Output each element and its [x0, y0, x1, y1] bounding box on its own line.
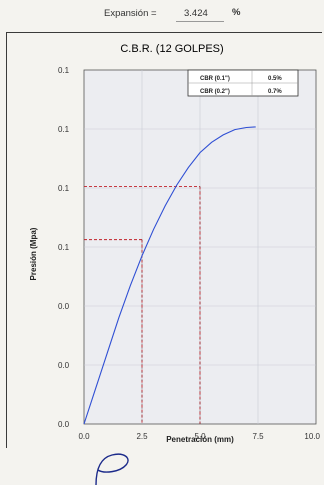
expansion-unit: %: [232, 7, 241, 18]
y-tick-label: 0.0: [58, 361, 70, 370]
expansion-label: Expansión =: [104, 8, 157, 19]
y-tick-label: 0.0: [58, 420, 70, 429]
expansion-underline: [176, 21, 224, 22]
curve-group: [83, 126, 256, 425]
y-tick-label: 0.1: [58, 243, 70, 252]
legend-label-1: CBR (0.1"): [200, 76, 230, 82]
x-tick-label: 2.5: [136, 432, 148, 441]
tick-labels: 0.0 2.5 5.0 7.5 10.0 0.0 0.0 0.0 0.1 0.1 0.1 0.1: [58, 66, 321, 441]
chart-title: C.B.R. (12 GOLPES): [120, 43, 223, 55]
y-tick-label: 0.1: [58, 184, 70, 193]
expansion-row: Expansión = 3.424 %: [0, 6, 324, 22]
penetration-curve: [83, 126, 256, 425]
y-tick-label: 0.1: [58, 125, 70, 134]
legend-value-1: 0.5%: [268, 76, 282, 82]
x-tick-label: 5.0: [194, 432, 206, 441]
reference-lines: [84, 186, 201, 424]
x-tick-label: 10.0: [304, 432, 320, 441]
y-axis-label: Presión (Mpa): [29, 227, 38, 280]
chart-frame: [6, 32, 322, 448]
x-tick-label: 7.5: [252, 432, 264, 441]
legend-box: CBR (0.1") 0.5% CBR (0.2") 0.7%: [187, 69, 299, 97]
expansion-value: 3.424: [184, 8, 208, 19]
y-tick-label: 0.1: [58, 66, 70, 75]
x-tick-label: 0.0: [78, 432, 90, 441]
handwritten-mark: [95, 453, 129, 485]
legend-value-2: 0.7%: [268, 89, 282, 95]
x-axis-label: Penetración (mm): [166, 435, 234, 444]
legend-label-2: CBR (0.2"): [200, 89, 230, 95]
y-tick-label: 0.0: [58, 302, 70, 311]
